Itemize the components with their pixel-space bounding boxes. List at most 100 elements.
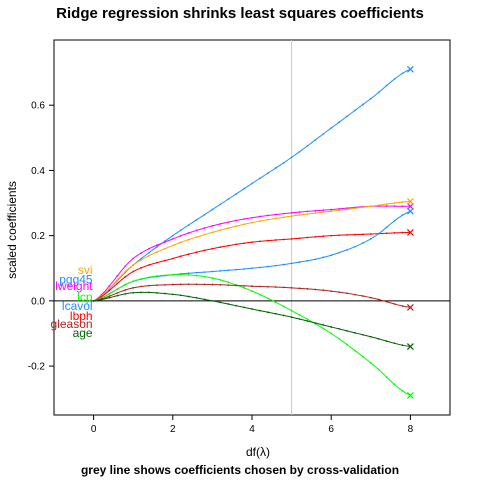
- series-point-svi: [140, 259, 143, 261]
- series-point-lweight: [251, 216, 253, 219]
- series-point-lcp: [322, 327, 325, 330]
- series-label-lcp: lcp: [77, 290, 93, 304]
- series-point-lcp: [369, 361, 372, 364]
- series-point-lcp: [140, 278, 143, 280]
- series-label-lbph: lbph: [70, 309, 93, 323]
- series-point-lbph: [314, 235, 317, 238]
- series-label-lweight: lweight: [55, 279, 93, 293]
- series-point-gleason: [148, 284, 150, 287]
- series-point-age: [369, 335, 372, 338]
- series-point-lcavol: [346, 115, 348, 118]
- series-point-age: [266, 311, 269, 314]
- series-point-gleason: [132, 286, 135, 289]
- series-point-gleason: [235, 284, 238, 287]
- series-line-pgg45: [93, 210, 411, 302]
- series-point-gleason: [377, 298, 380, 301]
- series-point-lweight: [227, 221, 230, 224]
- series-point-pgg45: [298, 261, 301, 263]
- series-point-lcp: [243, 287, 245, 289]
- series-point-pgg45: [322, 256, 325, 259]
- series-label-age: age: [73, 326, 93, 340]
- series-point-lcp: [346, 343, 348, 346]
- series-point-svi: [195, 236, 198, 238]
- series-end-marker-gleason: [406, 303, 414, 311]
- series-point-svi: [179, 241, 182, 244]
- series-point-svi: [361, 206, 364, 209]
- series-point-gleason: [338, 291, 341, 294]
- series-point-pgg45: [203, 271, 206, 274]
- chart-title: Ridge regression shrinks least squares c…: [56, 5, 424, 22]
- series-point-lbph: [298, 237, 301, 240]
- series-point-lweight: [306, 210, 309, 213]
- y-tick-label: -0.2: [28, 362, 46, 373]
- series-point-lcp: [132, 280, 135, 283]
- series-point-lcp: [401, 390, 404, 392]
- series-point-svi: [306, 213, 309, 215]
- series-point-lbph: [306, 236, 309, 239]
- series-point-pgg45: [243, 268, 245, 270]
- x-tick-label: 4: [249, 424, 255, 435]
- series-point-lcp: [219, 279, 222, 281]
- series-point-pgg45: [377, 232, 380, 235]
- series-point-lcp: [108, 292, 111, 295]
- series-point-gleason: [361, 295, 364, 297]
- series-point-svi: [330, 210, 333, 213]
- series-point-lcp: [266, 297, 269, 300]
- series-point-gleason: [195, 283, 198, 286]
- series-point-svi: [203, 233, 206, 236]
- series-point-age: [385, 340, 388, 343]
- series-point-age: [361, 333, 364, 336]
- series-point-lbph: [171, 257, 174, 260]
- series-point-lweight: [235, 219, 238, 222]
- series-point-lcavol: [203, 213, 206, 216]
- y-tick-label: 0.0: [31, 296, 45, 307]
- series-point-lbph: [346, 233, 348, 236]
- y-tick-label: 0.4: [31, 166, 45, 177]
- series-point-age: [330, 326, 333, 328]
- series-point-svi: [290, 215, 293, 217]
- series-point-lcp: [377, 368, 380, 371]
- series-point-gleason: [314, 288, 317, 291]
- series-point-age: [338, 328, 341, 330]
- series-point-age: [290, 316, 293, 319]
- series-point-gleason: [116, 292, 119, 294]
- plot-area: 0 2 4 6 8-0.20.00.20.40.6svipgg45lweightlcpl…: [28, 39, 451, 435]
- series-point-lcp: [195, 274, 198, 277]
- series-point-lbph: [148, 264, 150, 266]
- series-point-age: [92, 299, 95, 302]
- series-point-svi: [171, 244, 174, 247]
- series-point-age: [401, 344, 404, 347]
- series-point-lbph: [195, 251, 198, 254]
- series-point-lcavol: [393, 78, 396, 80]
- series-point-gleason: [346, 292, 348, 295]
- series-point-svi: [354, 207, 356, 210]
- series-point-svi: [346, 208, 348, 211]
- series-point-lcavol: [235, 193, 238, 195]
- x-tick-label: 6: [328, 424, 334, 435]
- series-point-svi: [298, 214, 301, 216]
- series-point-lcavol: [219, 203, 222, 206]
- series-point-svi: [377, 204, 380, 207]
- series-end-marker-lcavol: [406, 65, 414, 73]
- series-point-lcavol: [274, 167, 277, 169]
- series-point-gleason: [393, 303, 396, 305]
- series-point-age: [219, 301, 222, 304]
- series-point-lcavol: [290, 156, 293, 159]
- series-point-gleason: [401, 305, 404, 307]
- series-label-svi: svi: [78, 263, 93, 277]
- series-end-marker-lcp: [406, 392, 414, 399]
- series-point-pgg45: [306, 259, 309, 262]
- series-point-age: [235, 304, 238, 307]
- series-point-lweight: [282, 212, 285, 215]
- series-point-gleason: [187, 283, 190, 286]
- series-point-svi: [385, 203, 388, 206]
- series-point-lbph: [393, 232, 396, 234]
- series-point-lcavol: [171, 234, 174, 237]
- series-point-gleason: [290, 286, 293, 289]
- series-point-gleason: [243, 284, 245, 287]
- series-point-gleason: [330, 290, 333, 292]
- series-point-svi: [148, 254, 150, 257]
- series-point-lweight: [140, 252, 143, 254]
- series-point-lbph: [108, 289, 111, 292]
